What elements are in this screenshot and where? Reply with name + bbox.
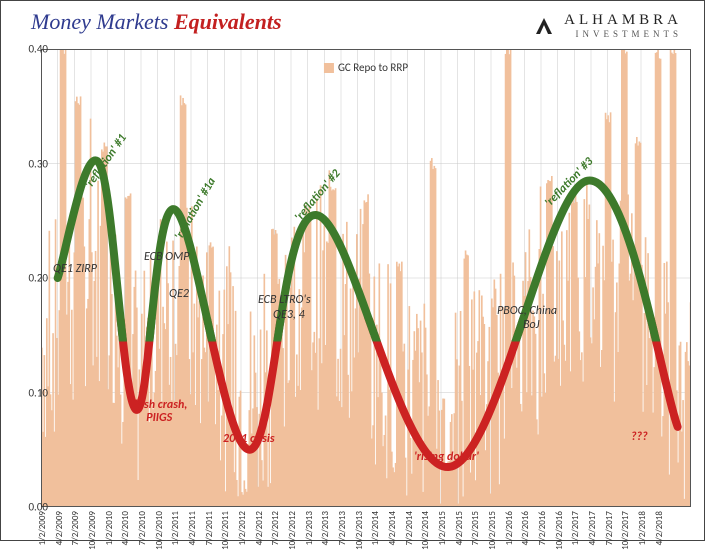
- legend: GC Repo to RRP: [324, 61, 408, 74]
- x-tick-label: 10/2/2016: [554, 511, 565, 550]
- chart-svg: [41, 49, 691, 507]
- x-tick-label: 1/2/2016: [504, 511, 515, 545]
- x-tick-label: 10/2/2009: [87, 511, 98, 550]
- x-tick-label: 10/2/2015: [487, 511, 498, 550]
- x-tick-label: 7/2/2013: [337, 511, 348, 545]
- x-tick-label: 7/2/2014: [404, 511, 415, 545]
- x-tick-label: 7/2/2017: [604, 511, 615, 545]
- x-tick-label: 1/2/2010: [104, 511, 115, 545]
- y-tick-label: 0.40: [28, 43, 48, 56]
- x-tick-label: 10/2/2012: [287, 511, 298, 550]
- x-tick-label: 7/2/2010: [137, 511, 148, 545]
- x-tick-label: 7/2/2015: [470, 511, 481, 545]
- y-tick-label: 0.20: [28, 272, 48, 285]
- x-tick-label: 1/2/2009: [37, 511, 48, 545]
- x-tick-label: 4/2/2016: [520, 511, 531, 545]
- x-tick-label: 7/2/2009: [70, 511, 81, 545]
- x-tick-label: 4/2/2018: [654, 511, 665, 545]
- chart-frame: Money Markets Equivalents ALHAMBRA INVES…: [0, 0, 705, 541]
- x-tick-label: 1/2/2018: [637, 511, 648, 545]
- y-tick-label: 0.30: [28, 157, 48, 170]
- x-tick-label: 7/2/2016: [537, 511, 548, 545]
- x-tick-label: 4/2/2013: [320, 511, 331, 545]
- x-tick-label: 4/2/2014: [387, 511, 398, 545]
- title-part-b: Equivalents: [174, 9, 282, 34]
- x-tick-label: 4/2/2011: [187, 511, 198, 545]
- x-tick-label: 7/2/2012: [270, 511, 281, 545]
- brand-icon: [532, 14, 556, 38]
- x-tick-label: 1/2/2013: [304, 511, 315, 545]
- brand-sub: INVESTMENTS: [564, 30, 682, 39]
- x-tick-label: 4/2/2017: [587, 511, 598, 545]
- chart-title: Money Markets Equivalents: [31, 9, 282, 35]
- x-tick-label: 10/2/2014: [420, 511, 431, 550]
- legend-label: GC Repo to RRP: [338, 61, 408, 74]
- y-tick-label: 0.10: [28, 386, 48, 399]
- x-tick-label: 10/2/2013: [354, 511, 365, 550]
- plot-area: GC Repo to RRP: [41, 49, 691, 507]
- x-tick-label: 10/2/2010: [154, 511, 165, 550]
- x-tick-label: 10/2/2011: [220, 511, 231, 550]
- x-tick-label: 7/2/2011: [204, 511, 215, 545]
- legend-swatch: [324, 63, 334, 73]
- x-tick-label: 10/2/2017: [620, 511, 631, 550]
- title-part-a: Money Markets: [31, 9, 168, 34]
- x-tick-label: 1/2/2011: [170, 511, 181, 545]
- x-tick-label: 4/2/2010: [120, 511, 131, 545]
- x-tick-label: 1/2/2014: [370, 511, 381, 545]
- x-tick-label: 1/2/2012: [237, 511, 248, 545]
- x-tick-label: 1/2/2017: [570, 511, 581, 545]
- x-tick-label: 4/2/2012: [254, 511, 265, 545]
- x-tick-label: 1/2/2015: [437, 511, 448, 545]
- x-tick-label: 4/2/2009: [54, 511, 65, 545]
- brand-main: ALHAMBRA: [564, 13, 682, 28]
- brand-logo-block: ALHAMBRA INVESTMENTS: [532, 13, 682, 39]
- x-tick-label: 4/2/2015: [454, 511, 465, 545]
